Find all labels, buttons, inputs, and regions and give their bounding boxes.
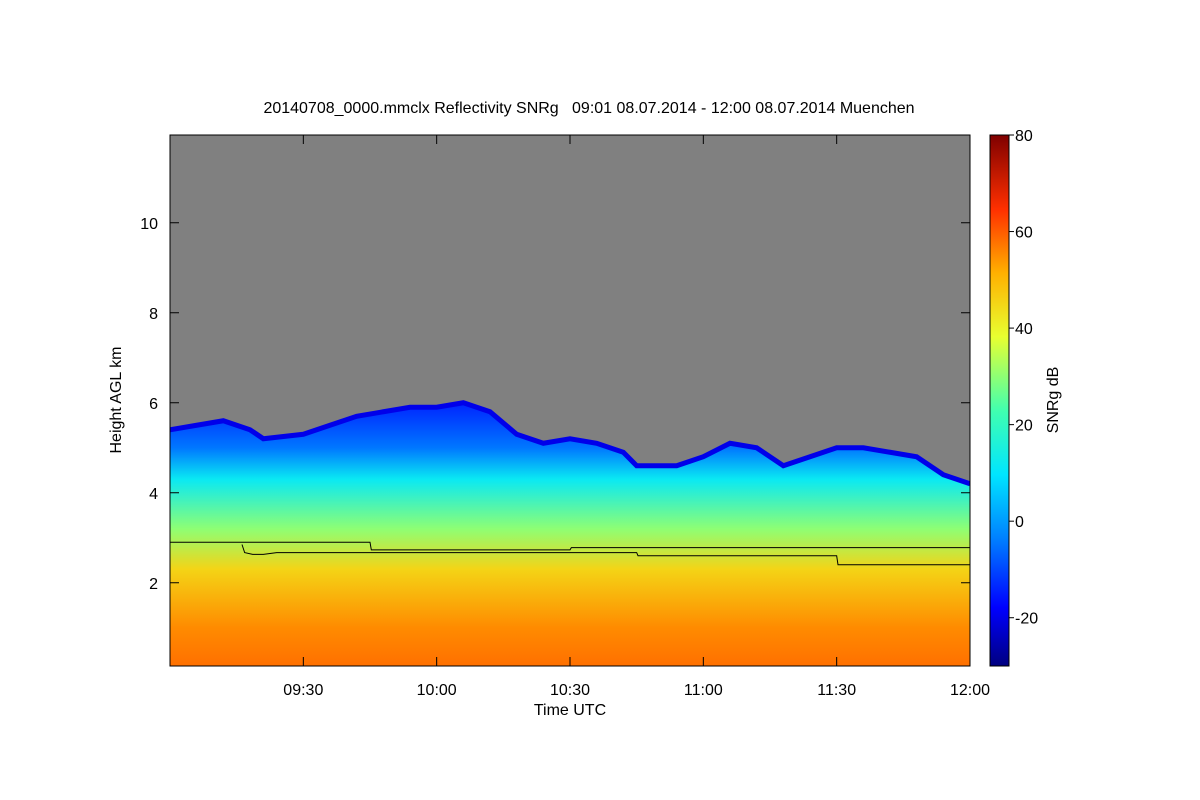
- plot-area: [170, 135, 970, 666]
- chart-title: 20140708_0000.mmclx Reflectivity SNRg 09…: [263, 100, 914, 117]
- y-tick-label: 10: [140, 216, 158, 233]
- colorbar-tick-label: -20: [1015, 611, 1038, 628]
- x-axis-label: Time UTC: [534, 702, 606, 719]
- x-tick-label: 11:00: [684, 682, 723, 699]
- colorbar-tick-label: 60: [1015, 225, 1033, 242]
- y-axis-label: Height AGL km: [108, 346, 125, 453]
- x-tick-label: 12:00: [950, 682, 990, 699]
- y-tick-label: 6: [149, 396, 158, 413]
- echo-top-edge: [170, 400, 970, 487]
- x-tick-label: 09:30: [283, 682, 323, 699]
- colorbar-ticks: -20 0 20 40 60 80: [1009, 128, 1038, 628]
- colorbar-tick-label: 20: [1015, 418, 1033, 435]
- axes: 09:30 10:00 10:30 11:00 11:30 12:00 2 4 6 8 10: [140, 135, 990, 699]
- y-tick-label: 2: [149, 576, 158, 593]
- colorbar-tick-label: 80: [1015, 128, 1033, 145]
- colorbar-tick-label: 40: [1015, 321, 1033, 338]
- overlay-line-1: [170, 541, 970, 551]
- colorbar-label: SNRg dB: [1045, 367, 1062, 434]
- echo-region: [170, 402, 970, 666]
- x-tick-label: 11:30: [817, 682, 856, 699]
- y-tick-label: 4: [149, 486, 158, 503]
- x-tick-label: 10:30: [550, 682, 590, 699]
- overlay-line-2: [241, 544, 970, 566]
- y-tick-label: 8: [149, 306, 158, 323]
- colorbar: [989, 134, 1010, 667]
- x-tick-label: 10:00: [417, 682, 457, 699]
- colorbar-tick-label: 0: [1015, 514, 1024, 531]
